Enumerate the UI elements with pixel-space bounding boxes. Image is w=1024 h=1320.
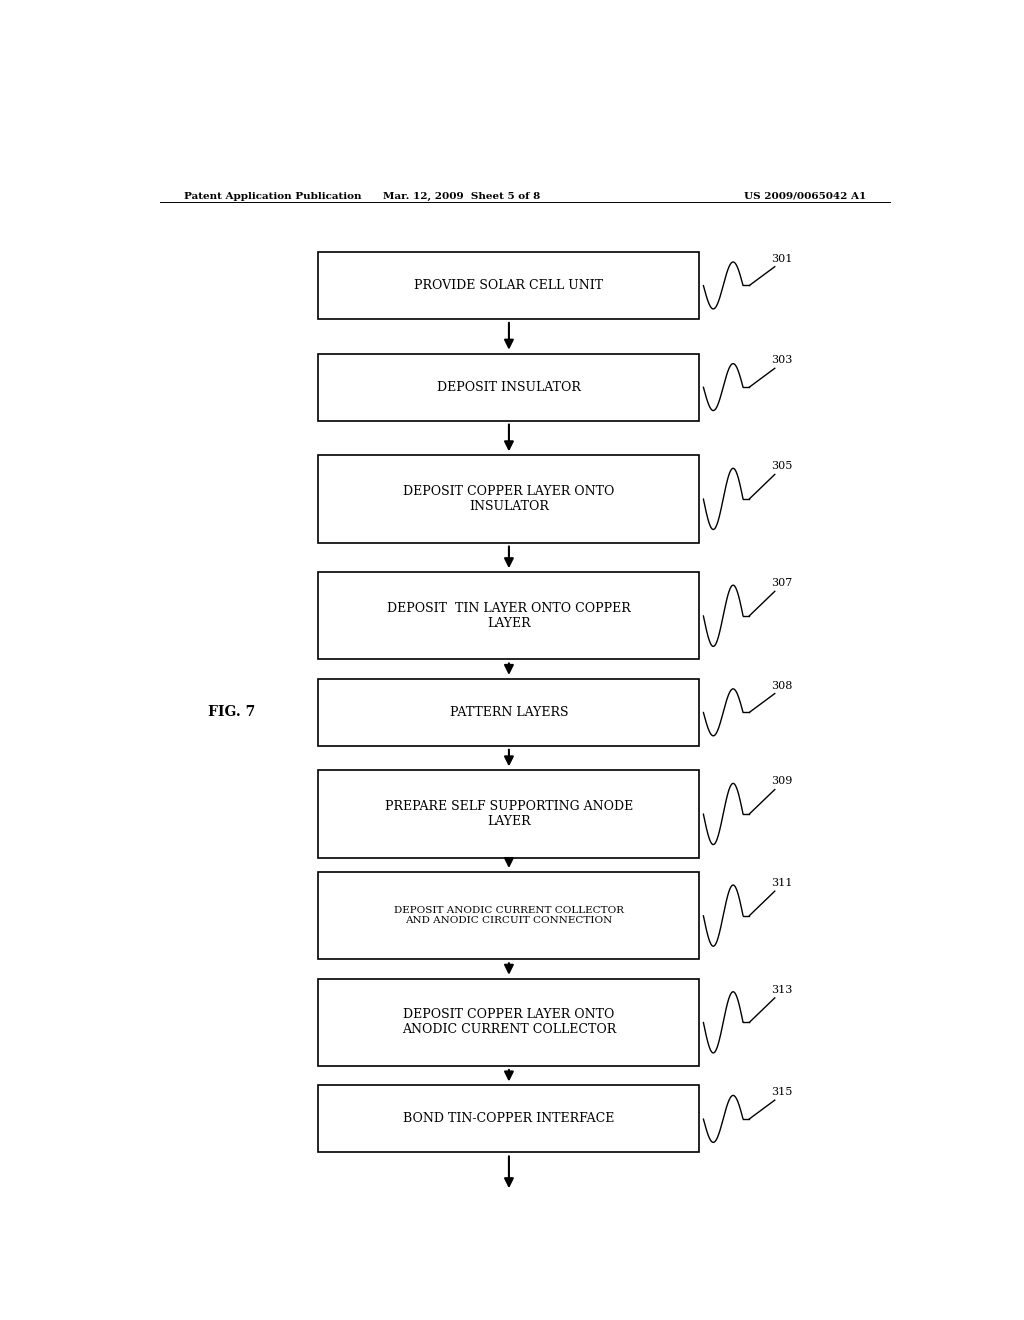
Text: 313: 313 xyxy=(771,985,793,995)
Bar xyxy=(318,572,699,660)
Bar xyxy=(318,455,699,543)
Text: PROVIDE SOLAR CELL UNIT: PROVIDE SOLAR CELL UNIT xyxy=(415,279,603,292)
Text: DEPOSIT ANODIC CURRENT COLLECTOR
AND ANODIC CIRCUIT CONNECTION: DEPOSIT ANODIC CURRENT COLLECTOR AND ANO… xyxy=(394,906,624,925)
Text: DEPOSIT INSULATOR: DEPOSIT INSULATOR xyxy=(437,380,581,393)
Text: US 2009/0065042 A1: US 2009/0065042 A1 xyxy=(743,191,866,201)
Bar xyxy=(318,873,699,960)
Text: Patent Application Publication: Patent Application Publication xyxy=(183,191,361,201)
Text: 305: 305 xyxy=(771,462,793,471)
Text: Mar. 12, 2009  Sheet 5 of 8: Mar. 12, 2009 Sheet 5 of 8 xyxy=(383,191,540,201)
Bar xyxy=(318,354,699,421)
Text: BOND TIN-COPPER INTERFACE: BOND TIN-COPPER INTERFACE xyxy=(403,1113,614,1126)
Text: 301: 301 xyxy=(771,253,793,264)
Text: DEPOSIT  TIN LAYER ONTO COPPER
LAYER: DEPOSIT TIN LAYER ONTO COPPER LAYER xyxy=(387,602,631,630)
Bar xyxy=(318,771,699,858)
Text: 309: 309 xyxy=(771,776,793,787)
Text: DEPOSIT COPPER LAYER ONTO
ANODIC CURRENT COLLECTOR: DEPOSIT COPPER LAYER ONTO ANODIC CURRENT… xyxy=(401,1008,616,1036)
Text: PREPARE SELF SUPPORTING ANODE
LAYER: PREPARE SELF SUPPORTING ANODE LAYER xyxy=(385,800,633,828)
Text: DEPOSIT COPPER LAYER ONTO
INSULATOR: DEPOSIT COPPER LAYER ONTO INSULATOR xyxy=(403,484,614,513)
Bar xyxy=(318,252,699,319)
Text: 308: 308 xyxy=(771,681,793,690)
Text: 315: 315 xyxy=(771,1088,793,1097)
Bar xyxy=(318,978,699,1067)
Text: PATTERN LAYERS: PATTERN LAYERS xyxy=(450,706,568,719)
Text: FIG. 7: FIG. 7 xyxy=(208,705,255,719)
Text: 303: 303 xyxy=(771,355,793,366)
Bar xyxy=(318,678,699,746)
Text: 311: 311 xyxy=(771,878,793,888)
Text: 307: 307 xyxy=(771,578,793,589)
Bar xyxy=(318,1085,699,1152)
